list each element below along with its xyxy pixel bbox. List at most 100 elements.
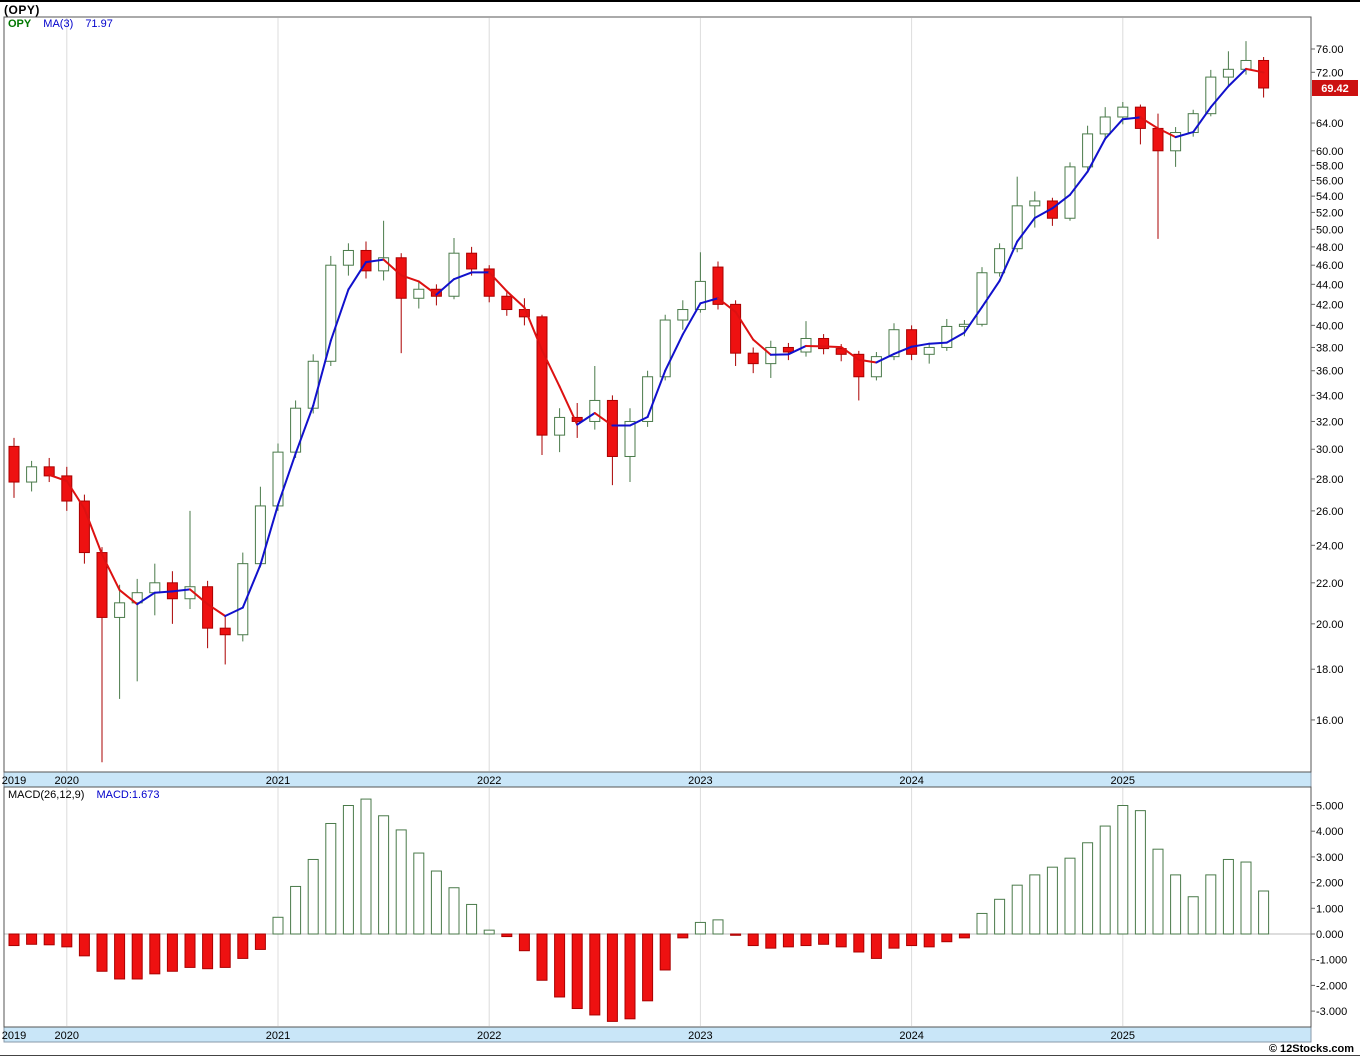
candle-body [1064, 166, 1076, 219]
candle-body [1170, 132, 1182, 152]
candle-body [1187, 113, 1199, 134]
price-tick-label: 50.00 [1316, 224, 1344, 236]
legend-symbol: OPY [8, 18, 32, 30]
candle-body [1082, 133, 1094, 168]
candle-body [1222, 68, 1234, 78]
candle-body [501, 295, 513, 311]
year-label: 2023 [688, 1030, 712, 1042]
copyright-link[interactable]: © 12Stocks.com [1268, 1043, 1354, 1055]
macd-bar [131, 933, 143, 980]
macd-bar [1170, 874, 1182, 935]
macd-bar [466, 903, 478, 935]
price-axis-labels: 76.00 72.00 64.00 60.00 58.00 56.00 54.00 52.00… [1311, 44, 1344, 727]
year-label: 2025 [1111, 775, 1135, 787]
candle-body [642, 376, 654, 422]
candle-body [272, 451, 284, 507]
price-tick-label: 28.00 [1316, 474, 1344, 486]
macd-bar [114, 933, 126, 980]
year-label: 2019 [2, 1030, 26, 1042]
price-tick-label: 48.00 [1316, 242, 1344, 254]
price-tick-label: 44.00 [1316, 279, 1344, 291]
macd-bar [1205, 874, 1217, 935]
macd-bar [888, 933, 900, 949]
legend-ma-label: MA(3) [43, 18, 74, 30]
macd-bar [448, 887, 460, 935]
candle-body [466, 252, 478, 270]
macd-bar [976, 912, 988, 935]
price-tick-label: 34.00 [1316, 390, 1344, 402]
candle-body [1046, 200, 1058, 219]
price-tick-label: 40.00 [1316, 320, 1344, 332]
candle-body [1117, 106, 1129, 118]
macd-tick-label: 0.000 [1316, 929, 1344, 941]
macd-bar [994, 898, 1006, 935]
last-price-badge-value: 69.42 [1321, 83, 1349, 95]
macd-bar [1187, 896, 1199, 935]
candle-body [8, 445, 20, 483]
macd-bar [96, 933, 108, 972]
candle-body [342, 249, 354, 266]
price-tick-label: 26.00 [1316, 506, 1344, 518]
candle-body [712, 266, 724, 305]
macd-bar [413, 852, 425, 935]
price-tick-label: 64.00 [1316, 118, 1344, 130]
candle-body [483, 268, 495, 297]
macd-bar [958, 933, 970, 939]
price-tick-label: 56.00 [1316, 175, 1344, 187]
ma3-line [48, 67, 1265, 618]
price-tick-label: 30.00 [1316, 444, 1344, 456]
macd-bar [1240, 861, 1252, 935]
candle-body [149, 582, 161, 594]
macd-bar [325, 822, 337, 935]
macd-bar [395, 829, 407, 935]
candle-body [413, 288, 425, 299]
macd-bar [712, 919, 724, 935]
candle-body [606, 399, 618, 457]
macd-bar [835, 933, 847, 948]
macd-bar [853, 933, 865, 953]
macd-bar [1046, 866, 1058, 935]
year-label: 2020 [55, 1030, 79, 1042]
macd-bar [1258, 890, 1270, 935]
macd-bar [694, 921, 706, 935]
macd-bar [1134, 810, 1146, 935]
candle-body [941, 325, 953, 348]
macd-bar [237, 933, 249, 959]
candle-body [1099, 116, 1111, 135]
macd-bar [342, 805, 354, 935]
macd-bar [589, 933, 601, 1016]
price-tick-label: 32.00 [1316, 416, 1344, 428]
candle-body [888, 329, 900, 358]
candle-body [554, 416, 566, 436]
year-label: 2022 [477, 1030, 501, 1042]
macd-bar [8, 933, 20, 947]
panel-borders [3, 16, 1312, 1028]
price-tick-label: 16.00 [1316, 715, 1344, 727]
macd-bar [78, 933, 90, 957]
macd-tick-label: -3.000 [1316, 1006, 1347, 1018]
candle-body [624, 420, 636, 457]
macd-histogram [4, 798, 1311, 1022]
macd-bar [1082, 842, 1094, 935]
candle-body [747, 352, 759, 365]
macd-bar [782, 933, 794, 948]
macd-bar [1152, 848, 1164, 935]
candle-body [395, 257, 407, 299]
price-tick-label: 42.00 [1316, 299, 1344, 311]
macd-bar [536, 933, 548, 981]
macd-value: MACD:1.673 [96, 789, 160, 801]
price-tick-label: 36.00 [1316, 366, 1344, 378]
macd-bar [1117, 805, 1129, 935]
price-legend: OPY MA(3) 71.97 [8, 18, 122, 30]
macd-bar [923, 933, 935, 948]
year-label: 2024 [899, 1030, 923, 1042]
macd-tick-label: 2.000 [1316, 878, 1344, 890]
candle-body [1011, 205, 1023, 250]
macd-axis-labels: 5.000 4.000 3.000 2.000 1.000 0.000 -1.000 -2.0… [1311, 801, 1347, 1018]
candle-body [976, 272, 988, 325]
macd-bar [149, 933, 161, 975]
macd-bar [1099, 825, 1111, 935]
macd-tick-label: -1.000 [1316, 955, 1347, 967]
